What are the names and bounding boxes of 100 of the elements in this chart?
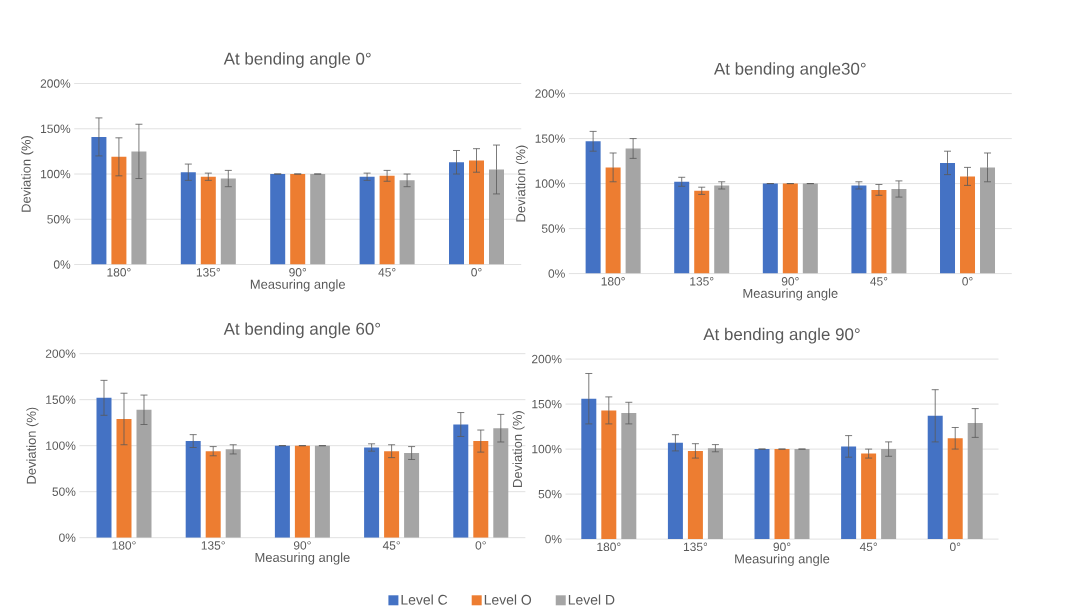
bar [794,449,810,540]
y-axis-title: Deviation (%) [515,145,528,222]
x-tick-label: 90° [289,268,307,277]
x-tick-label: 45° [870,277,888,286]
chart-title: At bending angle 90° [703,327,860,344]
bar [96,397,112,538]
x-tick-label: 180° [601,277,625,286]
y-tick-label: 100% [41,169,71,179]
x-tick-label: 45° [382,541,400,550]
bar [314,445,330,538]
x-tick-label: 135° [196,268,220,277]
y-tick-label: 0% [53,260,71,269]
bar [274,445,290,538]
x-tick-label: 0° [475,541,486,550]
x-tick-label: 0° [949,542,961,552]
y-tick-label: 200% [40,79,71,88]
bar [581,398,597,540]
bar [621,413,637,540]
y-tick-label: 100% [46,441,76,450]
y-tick-label: 0% [548,269,565,278]
bar [449,162,465,265]
x-tick-label: 0° [962,277,973,286]
y-axis-title: Deviation (%) [21,135,34,212]
chart-title: At bending angle 0° [223,52,371,68]
bar [687,450,703,540]
bar [379,175,395,265]
x-tick-label: 180° [597,542,621,552]
y-tick-label: 0% [59,533,76,542]
bar [861,453,877,540]
x-tick-label: 90° [773,542,791,552]
bar [200,176,216,265]
bar [404,453,420,538]
x-tick-label: 0° [471,268,482,277]
y-tick-label: 200% [535,89,565,98]
bar [310,173,326,265]
y-tick-label: 50% [47,215,71,224]
bar [294,445,310,538]
bar [980,167,996,274]
y-tick-label: 100% [535,179,565,188]
bar [967,422,983,540]
bar [185,441,201,538]
bar [270,173,286,265]
bar [399,180,415,265]
bar [674,181,690,274]
bar [947,438,963,540]
bar [225,449,241,538]
bar [625,148,641,274]
bar [667,442,683,540]
x-tick-label: 135° [201,541,225,550]
bar [205,451,221,538]
bar [707,448,723,540]
y-tick-label: 50% [538,489,562,499]
bar [714,185,730,274]
x-axis-title: Measuring angle [743,288,838,301]
x-tick-label: 180° [112,541,136,550]
y-tick-label: 50% [52,487,76,496]
x-axis-title: Measuring angle [735,553,830,566]
chart-title: At bending angle 60° [223,322,381,339]
bar [871,189,887,274]
bar [762,183,778,274]
x-tick-label: 90° [781,277,799,286]
bar [131,151,147,265]
bar [364,447,380,538]
legend-label: Level O [484,594,532,605]
bar [493,428,509,538]
bar [851,185,867,274]
y-axis-title: Deviation (%) [26,407,39,484]
y-tick-label: 150% [41,124,71,133]
bar [774,449,790,540]
bar [782,183,798,274]
bar [605,167,621,274]
bar [91,136,107,265]
bar [136,409,152,538]
x-tick-label: 180° [107,268,131,277]
y-tick-label: 150% [532,399,562,409]
bar [940,162,956,274]
x-axis-title: Measuring angle [255,552,350,565]
bar [384,451,400,538]
x-tick-label: 90° [293,541,311,550]
bar [469,160,485,265]
y-tick-label: 50% [541,224,565,233]
bar [841,446,857,540]
y-tick-label: 150% [46,395,76,404]
bar [111,156,127,265]
bar [180,172,196,265]
bar [601,410,617,540]
bar [927,415,943,540]
y-axis-title: Deviation (%) [512,411,525,487]
x-axis-title: Measuring angle [250,279,345,292]
bar [802,183,818,274]
bar [116,418,132,538]
bar [754,449,770,540]
chart-title: At bending angle30° [713,62,866,79]
bar [489,169,505,265]
x-tick-label: 135° [683,542,708,552]
bar [220,178,236,265]
legend-label: Level C [401,594,448,605]
y-tick-label: 200% [45,349,76,358]
bar [881,449,897,540]
bar [960,176,976,274]
